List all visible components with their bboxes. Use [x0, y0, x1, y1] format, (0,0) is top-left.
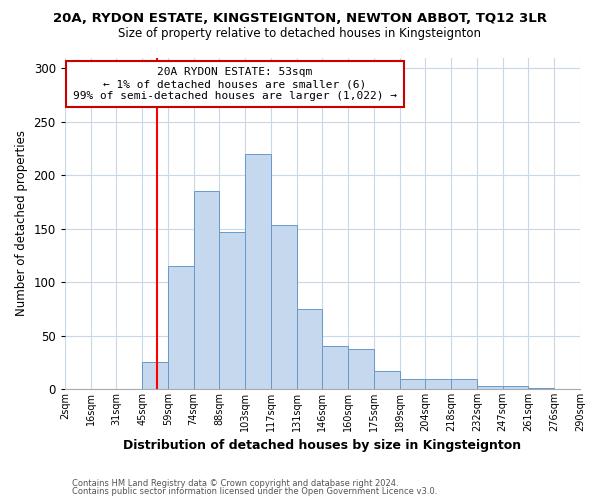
Text: 20A RYDON ESTATE: 53sqm
← 1% of detached houses are smaller (6)
99% of semi-deta: 20A RYDON ESTATE: 53sqm ← 1% of detached…	[73, 68, 397, 100]
Bar	[529, 388, 554, 389]
Bar	[194, 191, 220, 389]
Text: 20A, RYDON ESTATE, KINGSTEIGNTON, NEWTON ABBOT, TQ12 3LR: 20A, RYDON ESTATE, KINGSTEIGNTON, NEWTON…	[53, 12, 547, 26]
Bar	[322, 346, 348, 389]
Text: Contains HM Land Registry data © Crown copyright and database right 2024.: Contains HM Land Registry data © Crown c…	[72, 478, 398, 488]
Bar	[503, 386, 529, 389]
Bar	[245, 154, 271, 389]
Bar	[220, 232, 245, 389]
X-axis label: Distribution of detached houses by size in Kingsteignton: Distribution of detached houses by size …	[124, 440, 521, 452]
Bar	[296, 309, 322, 389]
Bar	[374, 371, 400, 389]
Y-axis label: Number of detached properties: Number of detached properties	[15, 130, 28, 316]
Bar	[142, 362, 168, 389]
Bar	[348, 350, 374, 389]
Text: Contains public sector information licensed under the Open Government Licence v3: Contains public sector information licen…	[72, 487, 437, 496]
Bar	[477, 386, 503, 389]
Bar	[451, 380, 477, 389]
Bar	[400, 380, 425, 389]
Bar	[425, 380, 451, 389]
Bar	[168, 266, 194, 389]
Text: Size of property relative to detached houses in Kingsteignton: Size of property relative to detached ho…	[119, 28, 482, 40]
Bar	[271, 226, 296, 389]
